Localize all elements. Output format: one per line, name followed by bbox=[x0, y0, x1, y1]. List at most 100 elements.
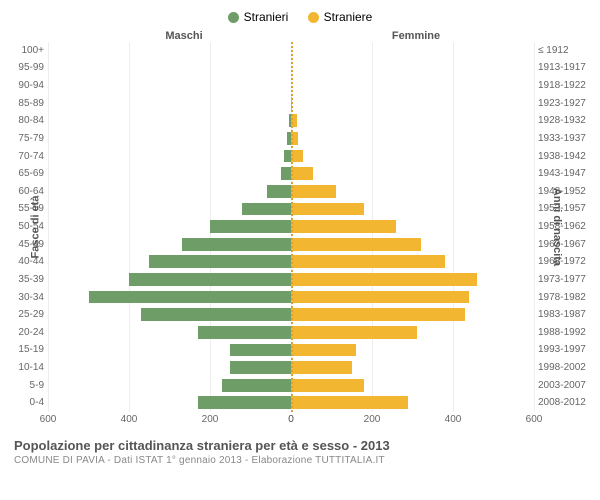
birth-tick: 1938-1942 bbox=[534, 147, 590, 165]
birth-tick: 1913-1917 bbox=[534, 59, 590, 77]
age-tick: 15-19 bbox=[10, 341, 48, 359]
legend-label-female: Straniere bbox=[324, 10, 373, 24]
bar-row bbox=[48, 183, 291, 201]
bar-row bbox=[48, 42, 291, 60]
bar-row bbox=[291, 165, 534, 183]
bar-row bbox=[48, 200, 291, 218]
chart-subtitle: COMUNE DI PAVIA - Dati ISTAT 1° gennaio … bbox=[14, 455, 586, 466]
bar-row bbox=[291, 288, 534, 306]
bar-female bbox=[291, 361, 352, 374]
bar-row bbox=[291, 200, 534, 218]
bars-male bbox=[48, 42, 291, 412]
bar-row bbox=[48, 306, 291, 324]
axis-right-label: Anni di nascita bbox=[551, 187, 563, 265]
bar-male bbox=[230, 361, 291, 374]
bar-row bbox=[291, 394, 534, 412]
legend: Stranieri Straniere bbox=[10, 10, 590, 26]
header-female: Femmine bbox=[300, 30, 532, 42]
bar-row bbox=[48, 271, 291, 289]
age-tick: 80-84 bbox=[10, 112, 48, 130]
bars-area bbox=[48, 42, 534, 412]
bar-row bbox=[291, 341, 534, 359]
x-tick: 0 bbox=[288, 414, 294, 425]
bar-female bbox=[291, 326, 417, 339]
bar-row bbox=[48, 376, 291, 394]
bar-row bbox=[48, 253, 291, 271]
legend-label-male: Stranieri bbox=[244, 10, 289, 24]
birth-tick: 1933-1937 bbox=[534, 130, 590, 148]
bar-male bbox=[198, 326, 291, 339]
axis-left-label: Fasce di età bbox=[29, 195, 41, 258]
bar-row bbox=[48, 147, 291, 165]
bar-row bbox=[48, 77, 291, 95]
birth-tick: 1928-1932 bbox=[534, 112, 590, 130]
bar-male bbox=[210, 220, 291, 233]
bar-row bbox=[48, 359, 291, 377]
x-tick: 200 bbox=[364, 414, 381, 425]
age-tick: 70-74 bbox=[10, 147, 48, 165]
bar-row bbox=[48, 130, 291, 148]
bar-row bbox=[291, 359, 534, 377]
bar-row bbox=[291, 59, 534, 77]
birth-tick: 1918-1922 bbox=[534, 77, 590, 95]
x-axis-left: 0200400600 bbox=[48, 412, 291, 430]
bar-row bbox=[48, 341, 291, 359]
bar-male bbox=[281, 167, 291, 180]
age-tick: 75-79 bbox=[10, 130, 48, 148]
bar-row bbox=[291, 253, 534, 271]
birth-tick: 1993-1997 bbox=[534, 341, 590, 359]
plot-area: Fasce di età Anni di nascita 100+95-9990… bbox=[10, 42, 590, 412]
center-line bbox=[291, 42, 293, 412]
bar-female bbox=[291, 167, 313, 180]
top-labels: Maschi Femmine bbox=[10, 30, 590, 42]
bar-female bbox=[291, 203, 364, 216]
bar-row bbox=[48, 288, 291, 306]
bar-row bbox=[48, 112, 291, 130]
age-tick: 35-39 bbox=[10, 271, 48, 289]
bar-row bbox=[48, 235, 291, 253]
bar-male bbox=[242, 203, 291, 216]
legend-item-female: Straniere bbox=[308, 10, 373, 24]
birth-tick: 1943-1947 bbox=[534, 165, 590, 183]
birth-tick: 1973-1977 bbox=[534, 271, 590, 289]
titles: Popolazione per cittadinanza straniera p… bbox=[10, 438, 590, 466]
x-tick: 400 bbox=[445, 414, 462, 425]
age-tick: 0-4 bbox=[10, 394, 48, 412]
age-tick: 20-24 bbox=[10, 324, 48, 342]
x-tick: 400 bbox=[121, 414, 138, 425]
bar-row bbox=[291, 271, 534, 289]
bars-female bbox=[291, 42, 534, 412]
bar-male bbox=[129, 273, 291, 286]
header-male: Maschi bbox=[68, 30, 300, 42]
population-pyramid-chart: Stranieri Straniere Maschi Femmine Fasce… bbox=[0, 0, 600, 500]
bar-female bbox=[291, 396, 408, 409]
bar-male bbox=[230, 344, 291, 357]
bar-row bbox=[291, 94, 534, 112]
bar-female bbox=[291, 238, 421, 251]
bar-row bbox=[291, 77, 534, 95]
bar-row bbox=[48, 165, 291, 183]
bar-row bbox=[291, 42, 534, 60]
bar-female bbox=[291, 379, 364, 392]
bar-male bbox=[89, 291, 292, 304]
birth-tick: 1978-1982 bbox=[534, 288, 590, 306]
age-tick: 85-89 bbox=[10, 94, 48, 112]
bar-row bbox=[291, 130, 534, 148]
bar-female bbox=[291, 185, 336, 198]
bar-male bbox=[284, 150, 291, 163]
bar-female bbox=[291, 220, 396, 233]
bar-row bbox=[48, 394, 291, 412]
bar-row bbox=[291, 376, 534, 394]
age-tick: 95-99 bbox=[10, 59, 48, 77]
age-tick: 65-69 bbox=[10, 165, 48, 183]
bar-male bbox=[222, 379, 291, 392]
legend-item-male: Stranieri bbox=[228, 10, 289, 24]
x-tick: 600 bbox=[40, 414, 57, 425]
bar-row bbox=[291, 306, 534, 324]
bar-row bbox=[291, 112, 534, 130]
bar-female bbox=[291, 291, 469, 304]
birth-tick: 1998-2002 bbox=[534, 359, 590, 377]
legend-swatch-female bbox=[308, 12, 319, 23]
age-tick: 30-34 bbox=[10, 288, 48, 306]
age-tick: 90-94 bbox=[10, 77, 48, 95]
